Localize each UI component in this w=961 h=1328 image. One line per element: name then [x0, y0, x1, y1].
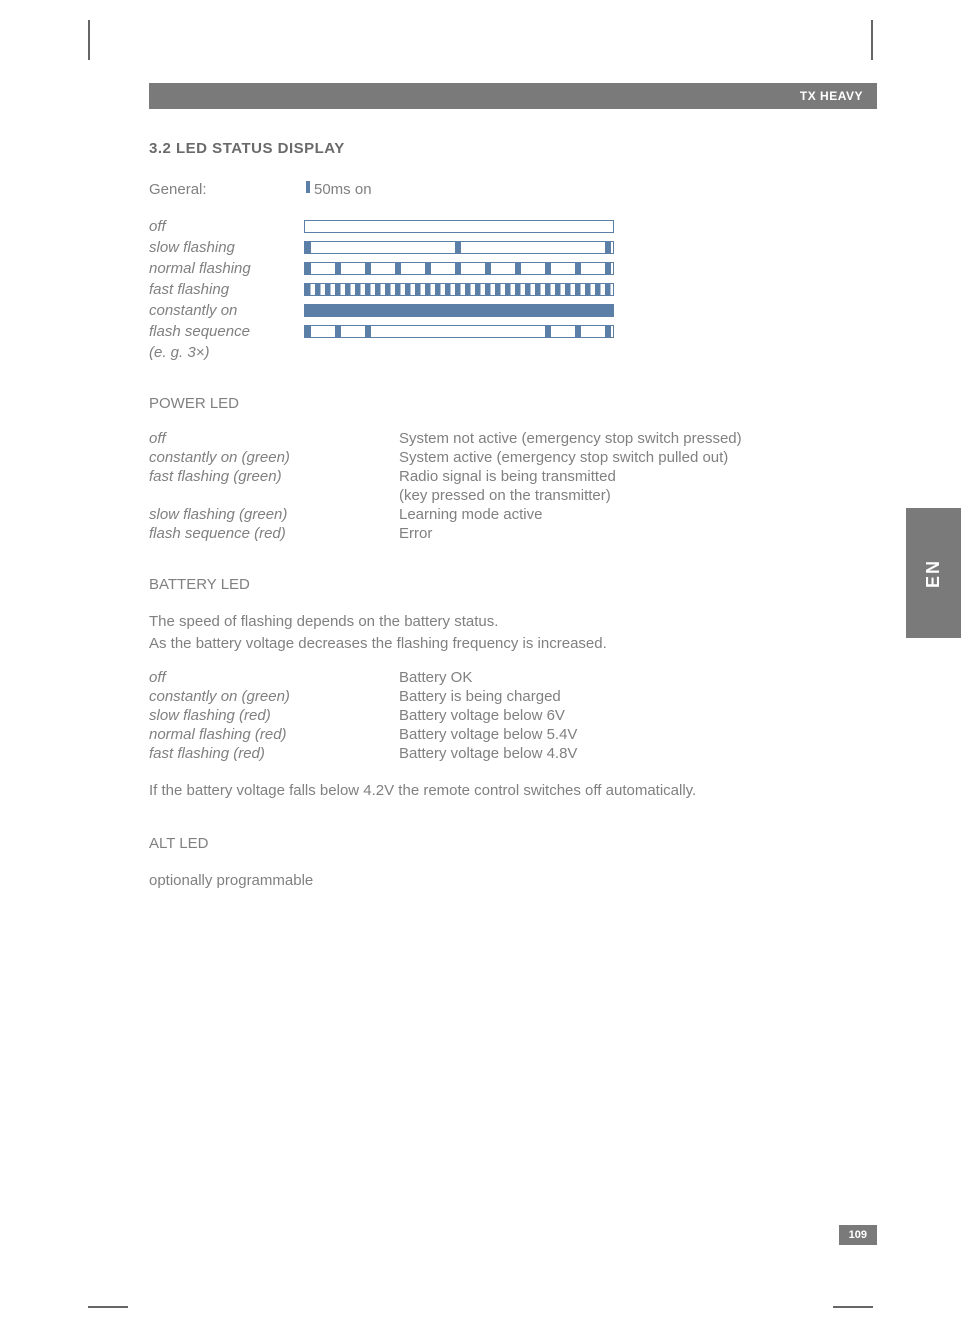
pattern-row: fast flashing: [149, 281, 861, 298]
definition-row: constantly on (green)System active (emer…: [149, 449, 861, 466]
battery-led-heading: BATTERY LED: [149, 576, 861, 593]
pattern-row: slow flashing: [149, 239, 861, 256]
definition-term: fast flashing (green): [149, 468, 399, 485]
definition-term: constantly on (green): [149, 688, 399, 705]
pattern-track: [304, 240, 614, 256]
pattern-label: constantly on: [149, 302, 304, 319]
definition-desc: Error: [399, 525, 432, 542]
definition-desc: Battery is being charged: [399, 688, 561, 705]
pattern-label: (e. g. 3×): [149, 344, 304, 361]
definition-row: offBattery OK: [149, 669, 861, 686]
alt-led-heading: ALT LED: [149, 835, 861, 852]
section-title: 3.2 LED STATUS DISPLAY: [149, 140, 861, 157]
pattern-track: [304, 303, 614, 319]
header-bar: TX HEAVY: [149, 83, 877, 109]
definition-desc: Battery voltage below 4.8V: [399, 745, 577, 762]
battery-intro-line2: As the battery voltage decreases the fla…: [149, 635, 607, 652]
definition-desc: Battery voltage below 6V: [399, 707, 565, 724]
pattern-label: normal flashing: [149, 260, 304, 277]
crop-mark: [88, 1306, 128, 1308]
pattern-track: [304, 282, 614, 298]
definition-desc: Battery OK: [399, 669, 472, 686]
definition-term: fast flashing (red): [149, 745, 399, 762]
power-led-rows: offSystem not active (emergency stop swi…: [149, 430, 861, 542]
page-number: 109: [839, 1225, 877, 1245]
pattern-label: slow flashing: [149, 239, 304, 256]
definition-row: slow flashing (red)Battery voltage below…: [149, 707, 861, 724]
definition-row: slow flashing (green)Learning mode activ…: [149, 506, 861, 523]
definition-term: off: [149, 669, 399, 686]
definition-row: offSystem not active (emergency stop swi…: [149, 430, 861, 447]
definition-row: flash sequence (red)Error: [149, 525, 861, 542]
definition-term: [149, 487, 399, 504]
tick-mark: [304, 179, 312, 200]
crop-mark: [871, 20, 873, 60]
battery-note: If the battery voltage falls below 4.2V …: [149, 780, 861, 802]
header-title: TX HEAVY: [800, 89, 863, 103]
definition-term: normal flashing (red): [149, 726, 399, 743]
definition-desc: (key pressed on the transmitter): [399, 487, 611, 504]
battery-intro-line1: The speed of flashing depends on the bat…: [149, 613, 498, 630]
pattern-row: flash sequence: [149, 323, 861, 340]
definition-row: constantly on (green)Battery is being ch…: [149, 688, 861, 705]
pattern-track: [304, 261, 614, 277]
pattern-row: off: [149, 218, 861, 235]
definition-row: fast flashing (red)Battery voltage below…: [149, 745, 861, 762]
definition-term: off: [149, 430, 399, 447]
definition-desc: Learning mode active: [399, 506, 542, 523]
pattern-label: off: [149, 218, 304, 235]
definition-term: slow flashing (green): [149, 506, 399, 523]
pattern-track: [304, 219, 614, 235]
pattern-rows: off slow flashing normal flashing fast flas…: [149, 218, 861, 361]
definition-desc: System not active (emergency stop switch…: [399, 430, 742, 447]
language-tab: EN: [906, 508, 961, 638]
definition-desc: Battery voltage below 5.4V: [399, 726, 577, 743]
power-led-heading: POWER LED: [149, 395, 861, 412]
pattern-row: normal flashing: [149, 260, 861, 277]
page-content: 3.2 LED STATUS DISPLAY General: 50ms on …: [149, 140, 861, 906]
language-tab-label: EN: [923, 558, 944, 587]
battery-led-rows: offBattery OKconstantly on (green)Batter…: [149, 669, 861, 762]
pattern-track: [304, 324, 614, 340]
definition-row: (key pressed on the transmitter): [149, 487, 861, 504]
definition-term: flash sequence (red): [149, 525, 399, 542]
definition-desc: Radio signal is being transmitted: [399, 468, 616, 485]
general-row: General: 50ms on: [149, 179, 861, 200]
definition-row: fast flashing (green)Radio signal is bei…: [149, 468, 861, 485]
pattern-label: fast flashing: [149, 281, 304, 298]
pattern-row: (e. g. 3×): [149, 344, 861, 361]
tick-unit: 50ms on: [314, 181, 372, 198]
definition-term: slow flashing (red): [149, 707, 399, 724]
definition-row: normal flashing (red)Battery voltage bel…: [149, 726, 861, 743]
pattern-row: constantly on: [149, 302, 861, 319]
definition-term: constantly on (green): [149, 449, 399, 466]
crop-mark: [833, 1306, 873, 1308]
pattern-label: flash sequence: [149, 323, 304, 340]
crop-mark: [88, 20, 90, 60]
definition-desc: System active (emergency stop switch pul…: [399, 449, 728, 466]
general-label: General:: [149, 181, 304, 198]
alt-led-text: optionally programmable: [149, 870, 861, 892]
battery-intro: The speed of flashing depends on the bat…: [149, 611, 861, 655]
